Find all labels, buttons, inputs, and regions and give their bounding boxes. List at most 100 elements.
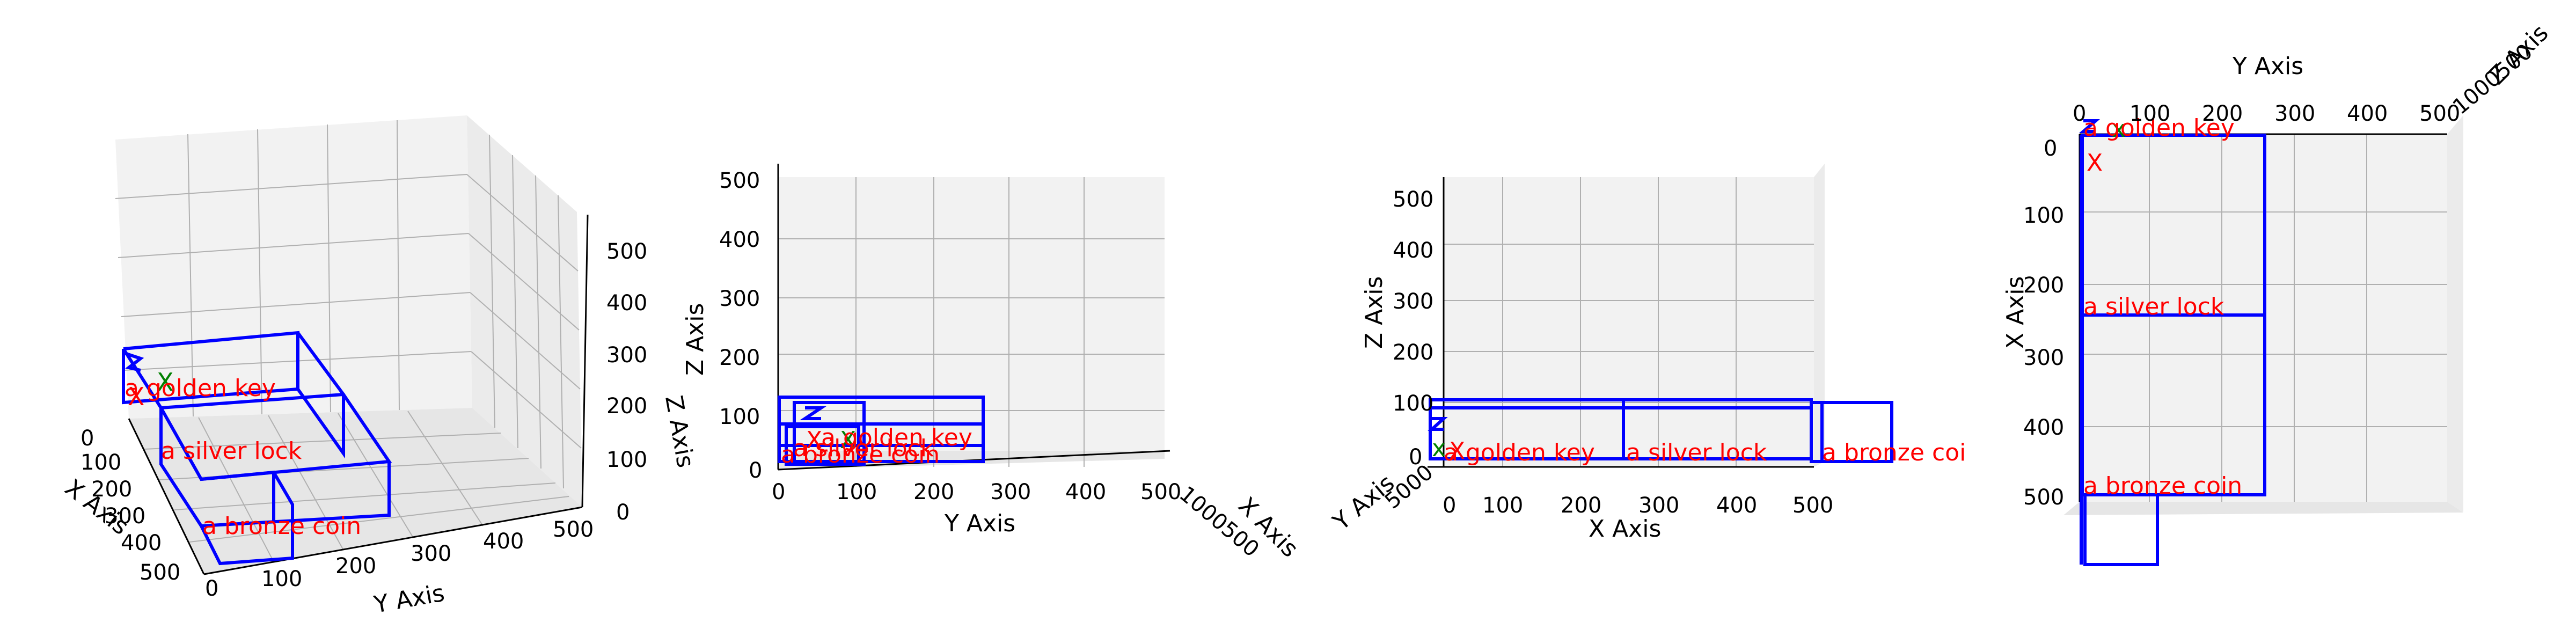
p4-ytick: 300 — [2023, 346, 2064, 370]
marker-red-x: X — [806, 427, 822, 454]
pane-right — [467, 115, 582, 507]
p2-ytick: 300 — [719, 287, 760, 311]
z-axis-line — [581, 214, 589, 508]
p4-ytick: 500 — [2023, 485, 2064, 510]
p4-zlabel: Z Axis — [2483, 19, 2554, 90]
p3-ytick: 100 — [1393, 391, 1433, 416]
p4-xtick: 100 — [2129, 101, 2170, 126]
label-bronze-coin: a bronze coin — [781, 441, 940, 469]
p1-ztick: 500 — [606, 239, 647, 264]
p3-ytick: 0 — [1409, 445, 1422, 470]
marker-red-x: X — [1449, 437, 1465, 465]
label-golden-key: a golden key — [1444, 439, 1595, 466]
label-bronze-coin: a bronze coi — [1822, 439, 1966, 466]
p1-ztick: 400 — [606, 291, 647, 316]
p3-ytick: 500 — [1393, 187, 1433, 212]
p3-xtick: 100 — [1482, 493, 1523, 518]
p2-xtick: 400 — [1065, 480, 1106, 504]
p2-ytick: 0 — [749, 458, 762, 483]
p2-ytick: 100 — [719, 405, 760, 429]
label-silver-lock: a silver lock — [2083, 293, 2224, 320]
p1-ytick: 400 — [483, 529, 524, 554]
object-boxes — [778, 396, 985, 466]
marker-green-x: x — [1432, 435, 1446, 462]
p3-xtick: 0 — [1443, 493, 1456, 518]
pane-right — [1814, 164, 1825, 467]
p2-xtick: 300 — [990, 480, 1031, 504]
marker-green-x: X — [840, 427, 856, 454]
p3-xtick: 200 — [1561, 493, 1601, 518]
p1-ytick: 0 — [205, 576, 218, 601]
label-golden-key: a golden key — [125, 375, 276, 402]
p2-xtick: 200 — [913, 480, 954, 504]
p2-ytick: 200 — [719, 346, 760, 370]
box-z-marker — [1428, 417, 1448, 431]
p2-xtick: 100 — [836, 480, 877, 504]
p1-xtick: 200 — [91, 477, 132, 502]
label-silver-lock: a silver lock — [1626, 439, 1767, 466]
label-golden-key: a golden key — [2083, 114, 2235, 142]
box-bronze-coin — [200, 470, 294, 566]
marker-green-x: x — [2112, 115, 2126, 143]
panel-4-top: x X a golden key a silver lock a bronze … — [2002, 19, 2554, 566]
marker-red-x: X — [128, 382, 145, 411]
pane-floor — [129, 408, 582, 574]
p3-ytick: 200 — [1393, 340, 1433, 365]
p3-xtick: 400 — [1716, 493, 1757, 518]
p4-ytick: 100 — [2023, 203, 2064, 228]
p1-ytick: 500 — [553, 517, 594, 542]
pane-right — [2447, 115, 2463, 513]
box-bronze-coin — [1810, 401, 1893, 463]
p1-zlabel: Z Axis — [660, 393, 699, 470]
p2-xtick: 500 — [1140, 480, 1181, 504]
x-axis-line — [128, 418, 205, 575]
panel-2-front: X X a golden key a silver lock a bronze … — [682, 164, 1304, 563]
p1-ztick: 0 — [616, 500, 630, 525]
label-bronze-coin: a bronze coin — [202, 513, 361, 540]
p2-xtick: 0 — [772, 480, 785, 504]
p3-xlabel: X Axis — [1589, 515, 1661, 543]
y-axis-line — [203, 506, 583, 575]
object-boxes — [122, 331, 392, 566]
p4-xtick: 400 — [2347, 101, 2388, 126]
p1-ylabel: Y Axis — [371, 580, 447, 619]
box-bronze-coin — [2083, 493, 2159, 566]
label-bronze-coin: a bronze coin — [2083, 472, 2242, 500]
p1-ztick: 100 — [606, 448, 647, 472]
p1-ytick: 100 — [261, 567, 302, 591]
p1-xtick: 0 — [80, 426, 94, 451]
p1-ytick: 200 — [335, 554, 376, 579]
box-z-marker — [2079, 119, 2101, 133]
pane-back — [1444, 177, 1814, 467]
p4-xtick: 500 — [2419, 101, 2460, 126]
label-silver-lock: a silver lock — [161, 437, 302, 465]
p3-xtick: 500 — [1792, 493, 1833, 518]
box-z-marker — [124, 352, 144, 372]
marker-red-x: X — [2087, 149, 2103, 177]
p1-ytick: 300 — [411, 541, 451, 566]
panel-1-perspective: X X a golden key a silver lock a bronze … — [60, 115, 699, 619]
label-golden-key: a golden key — [821, 424, 972, 451]
box-front-edge — [122, 348, 163, 409]
p1-xtick: 500 — [140, 560, 180, 585]
object-boxes — [1428, 398, 1893, 463]
box-golden-key-depth — [296, 332, 345, 459]
p3-ytick: 300 — [1393, 289, 1433, 314]
p4-ytick: 200 — [2023, 273, 2064, 298]
p4-ytick: 0 — [2044, 136, 2057, 161]
box-bronze-coin — [785, 425, 860, 466]
pane-back — [778, 177, 1165, 467]
p3-xtick: 300 — [1638, 493, 1679, 518]
label-silver-lock: a silver lock — [793, 435, 934, 462]
p4-xtick: 0 — [2073, 101, 2086, 126]
p4-xtick: 200 — [2202, 101, 2243, 126]
pane-bottom — [2063, 502, 2463, 515]
p1-xtick: 100 — [80, 450, 121, 475]
p1-xtick: 300 — [105, 504, 145, 529]
p2-ytick: 500 — [719, 169, 760, 193]
p4-ytick: 400 — [2023, 415, 2064, 440]
p1-xtick: 400 — [121, 531, 162, 555]
p1-ztick: 200 — [606, 394, 647, 419]
p4-ylabel: X Axis — [2002, 276, 2029, 349]
p2-xlabel: Y Axis — [944, 510, 1015, 537]
